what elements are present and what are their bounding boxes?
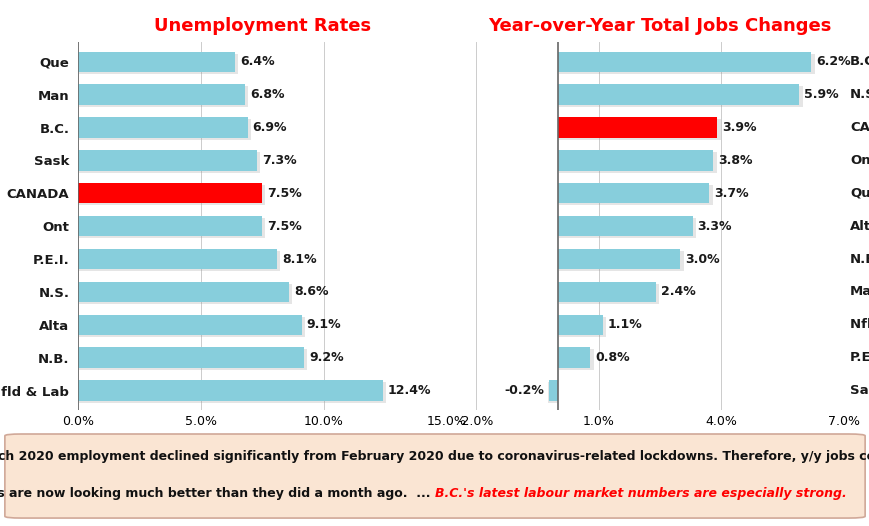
Bar: [79, 185, 265, 206]
Text: Que: Que: [849, 187, 869, 200]
Bar: [79, 152, 260, 173]
Text: 9.1%: 9.1%: [306, 318, 341, 331]
Text: March 2020 employment declined significantly from February 2020 due to coronavir: March 2020 employment declined significa…: [0, 450, 869, 463]
Bar: [559, 218, 695, 238]
Bar: [78, 315, 302, 335]
Bar: [557, 216, 692, 236]
Bar: [557, 85, 798, 105]
Text: 8.1%: 8.1%: [282, 252, 316, 266]
Bar: [78, 249, 276, 269]
Bar: [78, 380, 382, 401]
Bar: [557, 117, 716, 138]
Bar: [559, 152, 716, 173]
Bar: [79, 54, 238, 74]
Bar: [78, 117, 248, 138]
Text: N.B.: N.B.: [849, 252, 869, 266]
Text: Alta: Alta: [849, 220, 869, 232]
Bar: [78, 85, 245, 105]
Bar: [78, 183, 262, 204]
Text: 7.5%: 7.5%: [267, 220, 302, 232]
Bar: [557, 348, 590, 368]
Bar: [559, 284, 659, 304]
Bar: [559, 251, 683, 271]
Bar: [79, 218, 265, 238]
Text: 6.8%: 6.8%: [249, 88, 284, 101]
Bar: [79, 317, 304, 337]
Bar: [79, 86, 248, 107]
Text: 6.2%: 6.2%: [815, 55, 850, 68]
Text: 5.9%: 5.9%: [803, 88, 838, 101]
Text: comparisons are now looking much better than they did a month ago.  ...: comparisons are now looking much better …: [0, 488, 434, 500]
Bar: [559, 349, 594, 370]
Text: P.E.I.: P.E.I.: [849, 351, 869, 364]
Title: Year-over-Year Total Jobs Changes: Year-over-Year Total Jobs Changes: [488, 17, 831, 35]
Bar: [559, 185, 712, 206]
Bar: [79, 284, 292, 304]
Text: 8.6%: 8.6%: [294, 286, 328, 298]
Text: Nfld & Lab: Nfld & Lab: [849, 318, 869, 331]
Text: B.C.'s latest labour market numbers are especially strong.: B.C.'s latest labour market numbers are …: [434, 488, 846, 500]
Text: Man: Man: [849, 286, 869, 298]
Bar: [557, 183, 708, 204]
Text: 7.5%: 7.5%: [267, 187, 302, 200]
Text: B.C.: B.C.: [849, 55, 869, 68]
Bar: [78, 348, 303, 368]
Bar: [78, 282, 289, 302]
Text: Sask: Sask: [849, 384, 869, 397]
Bar: [78, 216, 262, 236]
Bar: [557, 282, 655, 302]
Bar: [559, 54, 814, 74]
Text: 3.9%: 3.9%: [721, 121, 756, 134]
Title: Unemployment Rates: Unemployment Rates: [154, 17, 370, 35]
Text: -0.2%: -0.2%: [504, 384, 544, 397]
Text: 3.3%: 3.3%: [697, 220, 731, 232]
Bar: [557, 52, 810, 72]
Bar: [79, 251, 280, 271]
Text: Ont: Ont: [849, 154, 869, 167]
Bar: [557, 150, 713, 170]
Bar: [557, 315, 602, 335]
Bar: [547, 382, 557, 403]
Text: 3.0%: 3.0%: [685, 252, 719, 266]
Bar: [79, 382, 385, 403]
Text: 12.4%: 12.4%: [387, 384, 430, 397]
Bar: [78, 150, 257, 170]
Bar: [557, 249, 680, 269]
Bar: [559, 317, 606, 337]
Bar: [549, 380, 557, 401]
Text: 6.9%: 6.9%: [252, 121, 287, 134]
Bar: [78, 52, 235, 72]
Bar: [559, 86, 802, 107]
FancyBboxPatch shape: [5, 434, 864, 518]
Text: 3.7%: 3.7%: [713, 187, 747, 200]
Bar: [79, 119, 250, 140]
Text: 9.2%: 9.2%: [308, 351, 343, 364]
Text: CANADA: CANADA: [849, 121, 869, 134]
Text: 6.4%: 6.4%: [240, 55, 275, 68]
Bar: [559, 119, 720, 140]
Text: 7.3%: 7.3%: [262, 154, 296, 167]
Text: 3.8%: 3.8%: [717, 154, 752, 167]
Bar: [79, 349, 307, 370]
Text: N.S.: N.S.: [849, 88, 869, 101]
Text: 1.1%: 1.1%: [607, 318, 641, 331]
Text: 0.8%: 0.8%: [594, 351, 629, 364]
Text: 2.4%: 2.4%: [660, 286, 694, 298]
